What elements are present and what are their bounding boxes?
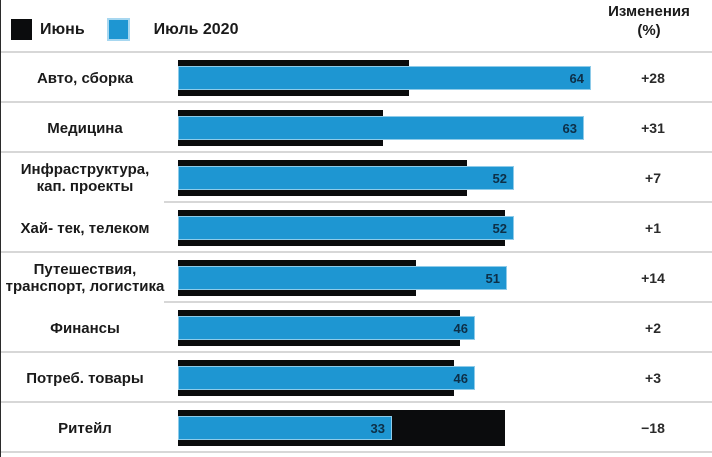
category-label: Инфраструктура, кап. проекты (20, 161, 150, 195)
row-divider (1, 101, 712, 103)
change-percent-value: −18 (641, 420, 665, 436)
bar-july: 64 (178, 66, 591, 90)
bar-july: 52 (178, 216, 514, 240)
changes-column-title: Изменения (%) (586, 2, 712, 40)
change-percent-value: +2 (645, 320, 661, 336)
chart-row: Ритейл 33 −18 (1, 403, 712, 453)
bar-july: 51 (178, 266, 507, 290)
bar-value-label: 64 (569, 70, 584, 86)
category-label: Ритейл (58, 419, 112, 437)
category-label: Финансы (50, 319, 120, 337)
change-percent-value: +1 (645, 220, 661, 236)
header-divider (1, 51, 712, 53)
category-label: Хай- тек, телеком (20, 219, 150, 237)
chart-row: Потреб. товары 46 +3 (1, 353, 712, 403)
row-divider (164, 201, 712, 203)
bar-value-label: 51 (485, 270, 500, 286)
bar-value-label: 63 (562, 120, 577, 136)
bar-july: 63 (178, 116, 584, 140)
bar-value-label: 52 (492, 170, 507, 186)
chart-row: Инфраструктура, кап. проекты 52 +7 (1, 153, 712, 203)
bar-july: 52 (178, 166, 514, 190)
category-label: Медицина (47, 119, 123, 137)
bar-value-label: 46 (453, 320, 468, 336)
row-divider (164, 301, 712, 303)
row-divider (1, 451, 712, 453)
bar-value-label: 52 (492, 220, 507, 236)
row-divider (1, 351, 712, 353)
change-percent-value: +28 (641, 70, 665, 86)
row-divider (1, 401, 712, 403)
change-percent-value: +31 (641, 120, 665, 136)
bar-july: 33 (178, 416, 392, 440)
legend-label-june: Июнь (40, 20, 85, 38)
legend-label-july: Июль 2020 (153, 20, 239, 38)
row-divider (1, 251, 712, 253)
chart-rows: Авто, сборка 64 +28 Медицина 63 +31 Инфр… (1, 53, 712, 453)
change-percent-value: +7 (645, 170, 661, 186)
legend: Июнь Июль 2020 (11, 18, 238, 41)
row-divider (1, 151, 712, 153)
category-label: Авто, сборка (36, 69, 134, 87)
changes-title-line2: (%) (637, 22, 661, 39)
category-label: Путешествия, транспорт, логистика (5, 261, 165, 295)
chart-row: Финансы 46 +2 (1, 303, 712, 353)
chart-header: Июнь Июль 2020 Изменения (%) (1, 0, 712, 53)
chart-row: Авто, сборка 64 +28 (1, 53, 712, 103)
chart-row: Хай- тек, телеком 52 +1 (1, 203, 712, 253)
chart-row: Путешествия, транспорт, логистика 51 +14 (1, 253, 712, 303)
chart-row: Медицина 63 +31 (1, 103, 712, 153)
change-percent-value: +14 (641, 270, 665, 286)
legend-swatch-july (106, 18, 130, 41)
bar-july: 46 (178, 366, 475, 390)
changes-title-line1: Изменения (608, 3, 690, 20)
change-percent-value: +3 (645, 370, 661, 386)
legend-swatch-june (11, 19, 32, 40)
category-label: Потреб. товары (26, 369, 144, 387)
bar-value-label: 46 (453, 370, 468, 386)
bar-value-label: 33 (370, 420, 385, 436)
bar-july: 46 (178, 316, 475, 340)
